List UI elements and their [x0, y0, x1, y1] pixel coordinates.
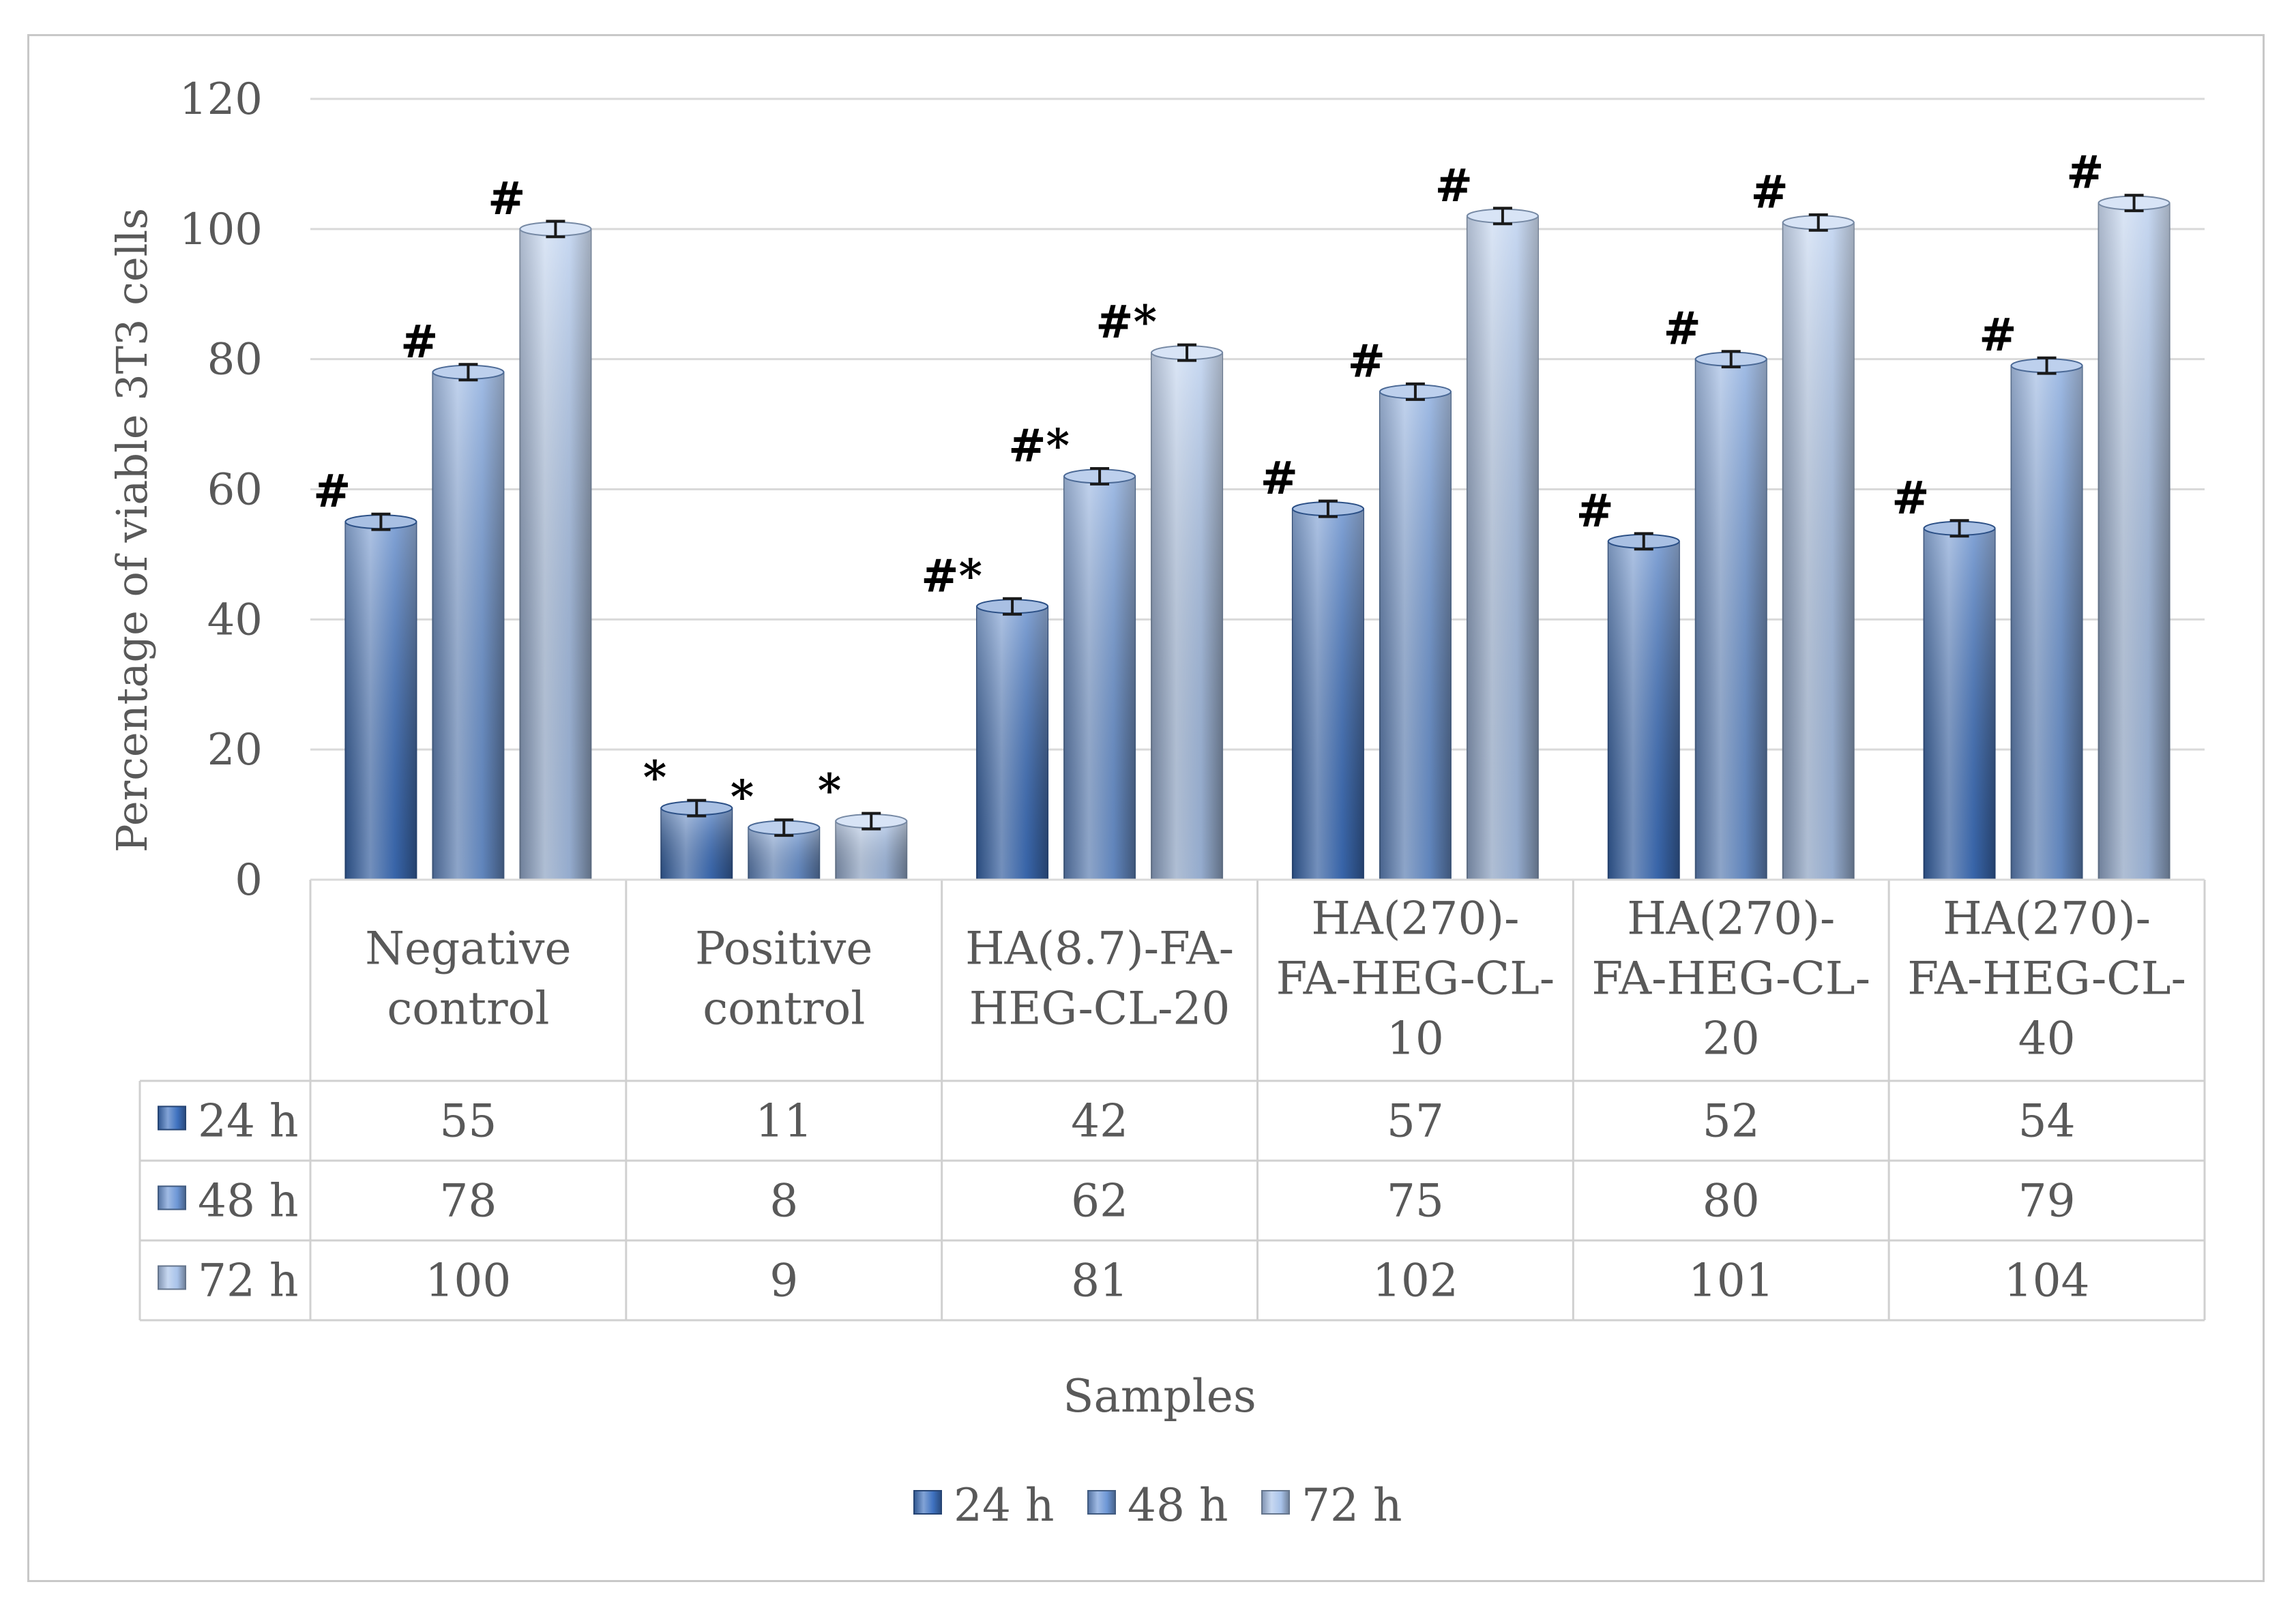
- significance-marker: #: [1435, 159, 1473, 212]
- bar-shading: [345, 522, 417, 880]
- table-cell-value: 80: [1703, 1175, 1760, 1227]
- legend-label: 72 h: [1301, 1479, 1402, 1532]
- significance-marker: #: [2066, 146, 2104, 199]
- bar-shading: [1695, 359, 1767, 880]
- legend-label: 48 h: [1128, 1479, 1228, 1532]
- significance-marker: #: [488, 172, 525, 225]
- table-cell-value: 42: [1071, 1095, 1128, 1148]
- bar-shading: [1151, 353, 1223, 880]
- bar-shading: [977, 606, 1048, 880]
- legend-key-icon: [158, 1265, 186, 1290]
- bar-shading: [1782, 222, 1854, 880]
- category-label: 10: [1387, 1013, 1444, 1065]
- data-table: Negative control Positive control HA(8.7)-FA…: [138, 880, 2206, 1322]
- table-cell-value: 79: [2018, 1175, 2076, 1227]
- significance-marker: *: [818, 764, 842, 817]
- bar-shading: [661, 808, 733, 880]
- bar-shading: [2098, 203, 2170, 880]
- significance-marker: #: [1892, 471, 1929, 524]
- category-label: control: [703, 983, 865, 1035]
- table-cell-value: 55: [439, 1095, 497, 1148]
- legend-swatch: [1087, 1490, 1116, 1515]
- table-cell-value: 81: [1071, 1255, 1128, 1307]
- table-cell-value: 100: [425, 1255, 511, 1307]
- category-label: HA(270)-: [1943, 893, 2151, 945]
- legend-swatch: [913, 1490, 942, 1515]
- table-row-label: 72 h: [198, 1255, 298, 1307]
- table-row-label: 48 h: [198, 1175, 298, 1227]
- table-cell-value: 75: [1387, 1175, 1444, 1227]
- category-label: HA(270)-: [1311, 893, 1519, 945]
- bar-shading: [1292, 509, 1364, 880]
- significance-marker: #*: [1095, 295, 1157, 348]
- category-label: HEG-CL-20: [969, 983, 1231, 1035]
- bar-shading: [520, 228, 591, 880]
- table-cell-value: 62: [1071, 1175, 1128, 1227]
- significance-marker: #: [400, 315, 438, 368]
- x-axis-title: Samples: [1063, 1370, 1256, 1423]
- significance-marker: #: [1750, 165, 1788, 218]
- table-cell-value: 9: [769, 1255, 798, 1307]
- bar-shading: [1608, 541, 1679, 880]
- bars: ###* * *#*#*#*#########: [313, 146, 2170, 881]
- significance-marker: #: [1576, 484, 1613, 537]
- category-label: HA(270)-: [1627, 893, 1835, 945]
- significance-marker: *: [643, 751, 667, 804]
- significance-marker: #: [313, 464, 351, 518]
- legend-swatch: [1261, 1490, 1290, 1515]
- bar-shading: [836, 821, 907, 880]
- significance-marker: #: [1348, 334, 1385, 387]
- y-tick-label: 60: [207, 465, 263, 516]
- significance-marker: #: [1663, 302, 1701, 355]
- category-label: FA-HEG-CL-: [1591, 953, 1870, 1005]
- bar-shading: [1379, 391, 1451, 880]
- table-cell-value: 102: [1372, 1255, 1458, 1307]
- category-label: control: [387, 983, 549, 1035]
- table-cell-value: 54: [2018, 1095, 2076, 1148]
- y-tick-label: 120: [179, 74, 263, 125]
- category-label: 20: [1703, 1013, 1760, 1065]
- legend-key-icon: [158, 1185, 186, 1210]
- table-cell-value: 101: [1688, 1255, 1774, 1307]
- y-tick-label: 40: [207, 595, 263, 645]
- category-label: FA-HEG-CL-: [1907, 953, 2186, 1005]
- significance-marker: #*: [921, 549, 982, 602]
- legend: 24 h 48 h 72 h: [913, 1479, 1402, 1532]
- y-axis-title: Percentage of viable 3T3 cells: [107, 208, 157, 852]
- y-tick-label: 0: [235, 855, 263, 906]
- category-label: Negative: [365, 923, 571, 975]
- table-cell-value: 11: [755, 1095, 812, 1148]
- y-tick-label: 80: [207, 335, 263, 385]
- category-label: 40: [2018, 1013, 2076, 1065]
- bar-shading: [1064, 476, 1136, 880]
- table-cell-value: 8: [769, 1175, 798, 1227]
- bar-shading: [432, 372, 504, 880]
- significance-marker: #: [1979, 308, 2016, 361]
- table-row-label: 24 h: [198, 1095, 298, 1148]
- gridlines: [310, 98, 2205, 751]
- bar-shading: [1467, 215, 1538, 880]
- significance-marker: *: [731, 771, 754, 824]
- bar-shading: [2011, 366, 2082, 880]
- table-cell-value: 104: [2004, 1255, 2090, 1307]
- legend-label: 24 h: [954, 1479, 1054, 1532]
- category-label: FA-HEG-CL-: [1276, 953, 1555, 1005]
- y-tick-label: 20: [207, 725, 263, 775]
- table-cell-value: 57: [1387, 1095, 1444, 1148]
- bar-shading: [1924, 528, 1995, 880]
- table-cell-value: 52: [1703, 1095, 1760, 1148]
- y-tick-label: 100: [179, 205, 263, 255]
- axes: 0 20 40 60 80 100 120 Percentage of viable 3T3 …: [107, 74, 2205, 1423]
- category-label: Positive: [695, 923, 872, 975]
- table-cell-value: 78: [439, 1175, 497, 1227]
- legend-key-icon: [158, 1105, 186, 1131]
- significance-marker: #: [1261, 451, 1298, 505]
- category-label: HA(8.7)-FA-: [965, 923, 1234, 975]
- significance-marker: #*: [1008, 419, 1070, 472]
